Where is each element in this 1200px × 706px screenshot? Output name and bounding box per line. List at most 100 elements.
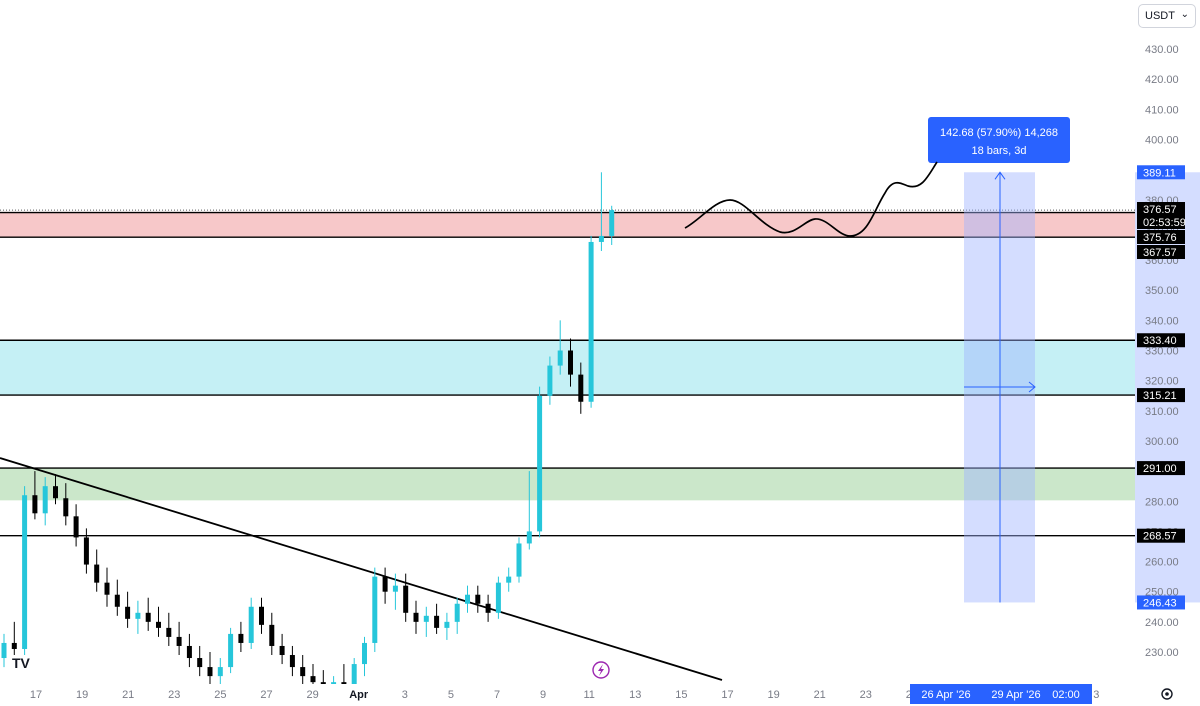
candle-body[interactable] bbox=[207, 667, 213, 677]
candle-body[interactable] bbox=[94, 564, 100, 583]
candle-body[interactable] bbox=[475, 594, 481, 604]
candle-body[interactable] bbox=[588, 241, 594, 402]
candle-body[interactable] bbox=[351, 664, 357, 689]
candle-body[interactable] bbox=[125, 606, 131, 619]
zone-band bbox=[0, 340, 1135, 396]
candle-body[interactable] bbox=[156, 621, 161, 628]
gear-icon[interactable] bbox=[1161, 688, 1173, 700]
candle-body[interactable] bbox=[1, 642, 7, 659]
candle-body[interactable] bbox=[197, 658, 203, 668]
candle-body[interactable] bbox=[300, 667, 306, 677]
candle-body[interactable] bbox=[166, 627, 172, 637]
projection-arrow-right bbox=[1028, 381, 1036, 393]
candle-body[interactable] bbox=[228, 633, 234, 668]
x-tick-label: 3 bbox=[1093, 689, 1099, 701]
y-tick-label: 280.00 bbox=[1145, 496, 1179, 508]
candle-body[interactable] bbox=[547, 365, 553, 396]
candle-body[interactable] bbox=[53, 486, 58, 499]
candle-body[interactable] bbox=[413, 612, 419, 622]
currency-select[interactable]: USDT ⌄ bbox=[1138, 4, 1196, 28]
candle-body[interactable] bbox=[392, 585, 398, 592]
trendline[interactable] bbox=[0, 457, 723, 681]
lightning-icon-bolt bbox=[598, 664, 604, 676]
price-label-box bbox=[1137, 461, 1185, 476]
candle-body[interactable] bbox=[73, 516, 79, 538]
candle-body[interactable] bbox=[42, 486, 48, 514]
price-label: 246.43 bbox=[1143, 597, 1177, 609]
x-tick-label: 7 bbox=[494, 689, 500, 701]
candle-body[interactable] bbox=[310, 676, 316, 683]
candle-body[interactable] bbox=[63, 498, 69, 517]
price-label: 315.21 bbox=[1143, 390, 1177, 402]
candle-body[interactable] bbox=[444, 621, 450, 628]
price-label-box bbox=[1137, 528, 1185, 543]
time-axis[interactable] bbox=[0, 684, 1135, 706]
candle-body[interactable] bbox=[423, 615, 429, 622]
x-tick-label: 27 bbox=[260, 689, 272, 701]
price-axis[interactable] bbox=[1135, 0, 1200, 706]
candle-body[interactable] bbox=[22, 495, 28, 649]
x-tick-label: 21 bbox=[122, 689, 134, 701]
price-label-box bbox=[1137, 215, 1185, 229]
x-tick-label: 13 bbox=[629, 689, 641, 701]
candle-body[interactable] bbox=[259, 606, 264, 625]
x-tick-label: 5 bbox=[448, 689, 454, 701]
candle-body[interactable] bbox=[495, 582, 501, 613]
candle-body[interactable] bbox=[537, 395, 543, 532]
y-tick-label: 410.00 bbox=[1145, 104, 1179, 116]
y-tick-label: 340.00 bbox=[1145, 315, 1179, 327]
candle-body[interactable] bbox=[609, 210, 615, 236]
candle-body[interactable] bbox=[186, 645, 192, 659]
price-label-box bbox=[1137, 388, 1185, 403]
candle-body[interactable] bbox=[578, 374, 584, 402]
projection-time: 02:00 bbox=[1052, 689, 1080, 701]
price-label: 268.57 bbox=[1143, 531, 1177, 543]
candle-body[interactable] bbox=[289, 655, 295, 668]
gear-icon-center bbox=[1165, 692, 1169, 696]
forecast-path[interactable] bbox=[684, 161, 938, 237]
x-tick-label: Apr bbox=[349, 689, 369, 701]
y-tick-label: 430.00 bbox=[1145, 44, 1179, 56]
candle-body[interactable] bbox=[506, 576, 512, 583]
candle-body[interactable] bbox=[32, 495, 38, 514]
candle-body[interactable] bbox=[176, 636, 182, 646]
price-label-box bbox=[1137, 595, 1185, 610]
candle-body[interactable] bbox=[83, 537, 89, 565]
price-label: 367.57 bbox=[1143, 247, 1177, 259]
candle-body[interactable] bbox=[485, 603, 491, 613]
candle-body[interactable] bbox=[403, 585, 409, 613]
candle-body[interactable] bbox=[269, 624, 275, 646]
candle-body[interactable] bbox=[217, 667, 223, 677]
candle-body[interactable] bbox=[104, 582, 110, 595]
price-label: 375.76 bbox=[1143, 232, 1177, 244]
candle-body[interactable] bbox=[465, 594, 470, 604]
y-tick-label: 260.00 bbox=[1145, 557, 1179, 569]
y-tick-label: 420.00 bbox=[1145, 74, 1179, 86]
candle-body[interactable] bbox=[145, 612, 151, 622]
x-tick-label: 25 bbox=[214, 689, 226, 701]
candle-body[interactable] bbox=[557, 350, 563, 366]
candle-body[interactable] bbox=[372, 576, 378, 643]
candle-body[interactable] bbox=[526, 531, 532, 544]
candle-body[interactable] bbox=[598, 235, 604, 242]
candle-body[interactable] bbox=[11, 642, 17, 649]
candle-body[interactable] bbox=[248, 606, 254, 643]
x-tick-label: 19 bbox=[76, 689, 88, 701]
x-tick-label: 23 bbox=[860, 689, 872, 701]
candle-body[interactable] bbox=[434, 615, 440, 628]
candle-body[interactable] bbox=[114, 594, 120, 607]
candle-body[interactable] bbox=[516, 543, 522, 577]
candle-body[interactable] bbox=[362, 642, 367, 665]
candle-body[interactable] bbox=[568, 350, 573, 375]
candle-body[interactable] bbox=[454, 603, 460, 622]
price-label: 389.11 bbox=[1143, 167, 1176, 179]
candle-body[interactable] bbox=[279, 645, 285, 656]
y-tick-label: 310.00 bbox=[1145, 406, 1179, 418]
candle-body[interactable] bbox=[238, 633, 244, 643]
y-tick-label: 400.00 bbox=[1145, 134, 1179, 146]
y-tick-label: 320.00 bbox=[1145, 376, 1179, 388]
candle-body[interactable] bbox=[382, 576, 388, 592]
price-label-box bbox=[1137, 230, 1185, 244]
candle-body[interactable] bbox=[135, 612, 141, 619]
